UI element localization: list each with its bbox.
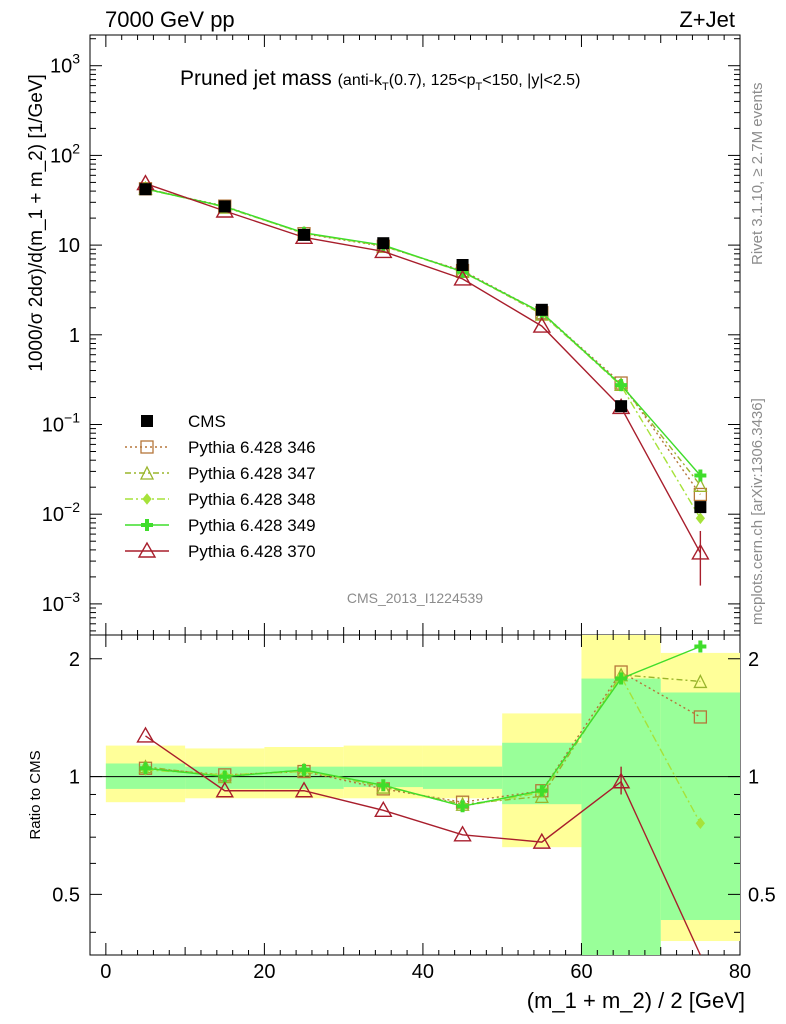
x-tick-label: 80	[729, 961, 751, 983]
y-tick-label: 10−2	[42, 499, 80, 526]
ratio-3-point	[456, 800, 469, 813]
series-line-4	[145, 182, 701, 554]
ratio-1-point	[534, 788, 549, 804]
y-tick-label: 10−1	[42, 410, 80, 437]
ratio-3-point	[218, 770, 231, 783]
data-point	[218, 200, 231, 213]
legend-marker-4	[141, 519, 153, 531]
series-0-point	[693, 487, 708, 502]
series-2-point	[695, 512, 706, 525]
y-tick-label: 103	[50, 51, 80, 78]
legend: CMS Pythia 6.428 346 Pythia 6.428 347 Pythi…	[125, 412, 316, 561]
band-green-4	[422, 766, 503, 789]
axes-ticks: 0 20 40 60 80 10−3 10−2 10−1 1 10 102 103 0.5 0.5 1 1 2 2	[42, 35, 776, 983]
x-tick-label: 60	[570, 961, 592, 983]
y-tick-label: 10−3	[42, 589, 80, 616]
ratio-tick-label: 2	[69, 649, 80, 671]
legend-label-1: Pythia 6.428 346	[188, 438, 316, 457]
legend-label-3: Pythia 6.428 348	[188, 490, 316, 509]
ratio-3-point	[139, 762, 152, 775]
ratio-line-3	[145, 645, 701, 807]
x-tick-label: 0	[100, 961, 111, 983]
mcplots-label: mcplots.cern.ch [arXiv:1306.3436]	[749, 398, 766, 625]
legend-label-2: Pythia 6.428 347	[188, 464, 316, 483]
ratio-lines	[136, 640, 708, 956]
analysis-watermark: CMS_2013_I1224539	[347, 590, 483, 606]
ratio-3-point	[377, 779, 390, 792]
ratio-2-point	[695, 817, 706, 830]
legend-marker-5	[137, 541, 157, 558]
ratio-tick-label: 0.5	[52, 884, 80, 906]
legend-label-0: CMS	[188, 412, 226, 431]
legend-marker-1	[140, 440, 154, 454]
ratio-4-point	[294, 781, 314, 798]
ratio-4-point	[374, 800, 393, 817]
series-lines	[136, 174, 710, 586]
data-point	[298, 228, 311, 241]
ratio-3-point	[298, 763, 311, 776]
band-green-6	[581, 678, 661, 955]
series-4-point	[453, 269, 472, 286]
series-1-point	[693, 477, 708, 492]
data-point	[377, 237, 390, 250]
ratio-line-2	[145, 675, 701, 824]
data-point	[615, 400, 628, 413]
rivet-label: Rivet 3.1.10, ≥ 2.7M events	[749, 83, 766, 266]
x-axis-label: (m_1 + m_2) / 2 [GeV]	[527, 988, 745, 1013]
ratio-axis-label: Ratio to CMS	[27, 750, 44, 839]
data-point	[139, 183, 152, 196]
legend-marker-0	[141, 415, 153, 427]
ratio-4-point	[532, 832, 552, 849]
series-3-point	[615, 379, 628, 392]
legend-label-4: Pythia 6.428 349	[188, 516, 316, 535]
header-right: Z+Jet	[679, 7, 735, 32]
legend-marker-3	[142, 493, 152, 505]
ratio-0-point	[693, 710, 708, 724]
y-tick-label: 10	[58, 235, 80, 257]
series-4-point	[532, 316, 552, 333]
series-line-3	[145, 188, 701, 476]
x-tick-label: 40	[412, 961, 434, 983]
header-left: 7000 GeV pp	[105, 7, 235, 32]
ratio-tick-label-right: 2	[748, 649, 759, 671]
ratio-4-point	[453, 825, 472, 842]
data-point	[535, 303, 548, 316]
series-4-point	[374, 242, 393, 259]
band-green-7	[660, 692, 740, 921]
ratio-3-point	[535, 784, 548, 797]
ratio-bands	[90, 635, 740, 955]
ratio-tick-label: 1	[69, 767, 80, 789]
ratio-tick-label-right: 1	[748, 767, 759, 789]
y-tick-label: 102	[50, 140, 80, 167]
data-point	[694, 501, 707, 514]
plot-title: Pruned jet mass (anti-kT(0.7), 125<pT<15…	[180, 67, 580, 93]
legend-label-5: Pythia 6.428 370	[188, 542, 316, 561]
ratio-line-4	[145, 735, 702, 956]
ratio-3-point	[615, 672, 628, 685]
x-tick-label: 20	[253, 961, 275, 983]
legend-marker-2	[139, 465, 155, 480]
data-point	[456, 259, 469, 272]
ratio-4-point	[215, 781, 234, 798]
y-axis-label: 1000/σ 2dσ)/d(m_1 + m_2) [1/GeV]	[26, 74, 47, 372]
y-tick-label: 1	[69, 325, 80, 347]
series-3-point	[694, 469, 707, 482]
ratio-3-point	[694, 640, 707, 653]
ratio-4-point	[136, 726, 155, 743]
ratio-1-point	[693, 673, 708, 689]
ratio-tick-label-right: 0.5	[748, 884, 776, 906]
